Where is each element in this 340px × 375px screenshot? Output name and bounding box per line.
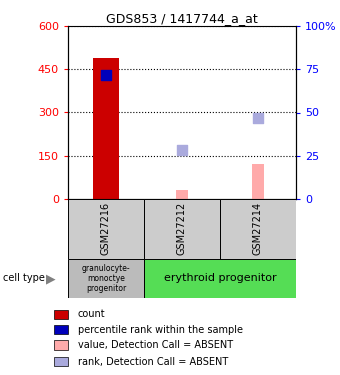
Text: granulocyte-
monoctye
progenitor: granulocyte- monoctye progenitor: [82, 264, 130, 293]
Text: cell type: cell type: [3, 273, 45, 284]
Bar: [68, 199, 144, 259]
Text: GSM27212: GSM27212: [177, 202, 187, 255]
Bar: [176, 190, 188, 199]
Point: [179, 147, 185, 153]
Text: rank, Detection Call = ABSENT: rank, Detection Call = ABSENT: [78, 357, 228, 366]
Bar: [252, 164, 264, 199]
Text: GSM27216: GSM27216: [101, 202, 111, 255]
Text: erythroid progenitor: erythroid progenitor: [164, 273, 276, 284]
Text: count: count: [78, 309, 105, 320]
Point: [103, 72, 109, 78]
Text: GSM27214: GSM27214: [253, 202, 263, 255]
Bar: [144, 199, 220, 259]
Bar: [54, 325, 68, 334]
Bar: [144, 259, 296, 298]
Text: percentile rank within the sample: percentile rank within the sample: [78, 325, 243, 334]
Bar: [54, 340, 68, 350]
Bar: [54, 357, 68, 366]
Text: value, Detection Call = ABSENT: value, Detection Call = ABSENT: [78, 340, 233, 350]
Point: [255, 115, 260, 121]
Title: GDS853 / 1417744_a_at: GDS853 / 1417744_a_at: [106, 12, 258, 25]
Bar: [54, 309, 68, 319]
Bar: [93, 58, 119, 199]
Bar: [220, 199, 296, 259]
Bar: [68, 259, 144, 298]
Text: ▶: ▶: [46, 272, 55, 285]
